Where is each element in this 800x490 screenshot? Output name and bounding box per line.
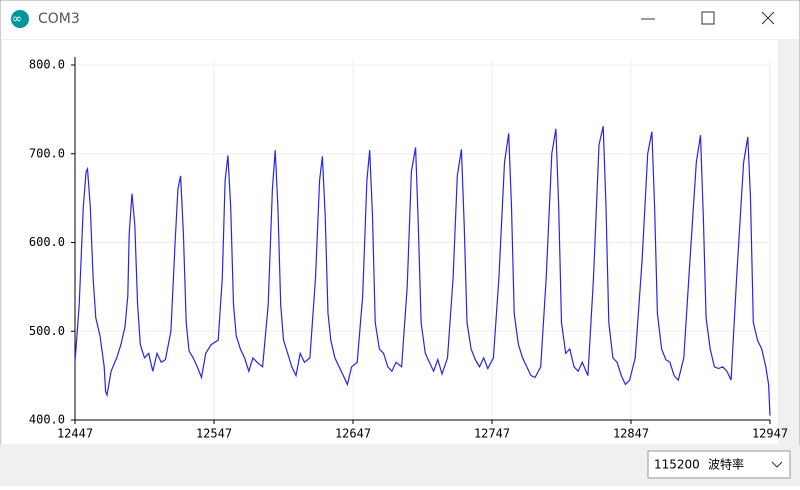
dropdown-arrow: [771, 461, 783, 468]
baud-value: 115200: [654, 458, 700, 472]
y-tick-label: 600.0: [29, 235, 65, 249]
y-tick-label: 700.0: [29, 146, 65, 160]
x-tick-label: 12947: [752, 427, 788, 441]
x-tick-label: 12547: [196, 427, 232, 441]
x-tick-label: 12647: [335, 427, 371, 441]
icon-glyph: ∞: [12, 12, 22, 26]
baud-label: 波特率: [708, 457, 744, 472]
x-tick-label: 12447: [57, 427, 93, 441]
close-button[interactable]: [761, 11, 775, 25]
x-tick-label: 12747: [474, 427, 510, 441]
window-title: COM3: [38, 11, 80, 27]
plot: 400.0 500.0 600.0 700.0 800.0 12447 12547 12647…: [29, 57, 788, 441]
baud-dropdown[interactable]: [647, 450, 791, 479]
app-icon: [11, 10, 29, 28]
data-line: [74, 126, 771, 416]
maximize-button[interactable]: [701, 11, 715, 25]
x-tick-label: 12847: [613, 427, 649, 441]
title-bar: [1, 1, 799, 39]
y-tick-label: 400.0: [29, 413, 65, 427]
y-tick-label: 500.0: [29, 324, 65, 338]
y-tick-label: 800.0: [29, 58, 65, 72]
